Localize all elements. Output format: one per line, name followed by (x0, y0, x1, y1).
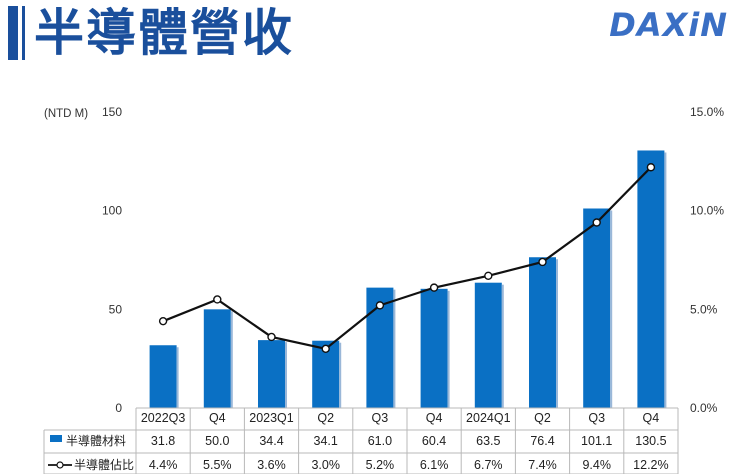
legend-line-marker (56, 461, 64, 469)
share-value-label: 3.6% (257, 458, 286, 472)
bar (474, 282, 502, 408)
x-tick-label: Q4 (643, 411, 660, 425)
share-point (321, 344, 330, 353)
title-accent-bar (8, 6, 18, 60)
bar-shadow (610, 210, 613, 408)
x-tick-label: Q3 (372, 411, 389, 425)
bar (637, 150, 665, 409)
bar (258, 340, 285, 408)
share-point (429, 283, 439, 292)
legend-line-label: 半導體佔比 (74, 458, 134, 472)
bar-shadow (339, 342, 342, 408)
x-tick-label: Q2 (534, 411, 551, 425)
bar-shadow (664, 152, 667, 408)
share-value-label: 5.2% (366, 458, 395, 472)
share-value-label: 9.4% (582, 458, 611, 472)
bar (529, 257, 556, 408)
bar-value-label: 63.5 (476, 434, 500, 448)
bar-shadow (176, 347, 179, 408)
bar-value-label: 101.1 (581, 434, 612, 448)
bar (149, 345, 177, 408)
y2-tick-label: 15.0% (690, 105, 724, 119)
share-value-label: 6.7% (474, 458, 503, 472)
bar-value-label: 76.4 (530, 434, 554, 448)
x-tick-label: Q4 (209, 411, 226, 425)
y-tick-label: 150 (102, 105, 122, 119)
bar-value-label: 130.5 (635, 434, 666, 448)
bar-value-label: 50.0 (205, 434, 229, 448)
x-tick-label: Q2 (317, 411, 334, 425)
share-point (646, 163, 656, 172)
y2-tick-label: 10.0% (690, 204, 724, 218)
bar (203, 309, 231, 408)
x-tick-label: Q4 (426, 411, 443, 425)
page-title: 半導體營收 (34, 4, 294, 62)
y-tick-label: 0 (115, 401, 122, 415)
bar (583, 208, 611, 408)
bar-shadow (501, 284, 504, 408)
share-value-label: 6.1% (420, 458, 449, 472)
bar-shadow (393, 289, 396, 408)
bar (420, 288, 448, 408)
share-point (158, 316, 168, 326)
bar-value-label: 31.8 (151, 434, 175, 448)
x-tick-label: Q3 (588, 411, 605, 425)
bar-shadow (556, 259, 558, 408)
x-tick-label: 2024Q1 (466, 411, 511, 425)
y-tick-label: 100 (102, 204, 122, 218)
share-point (484, 271, 493, 280)
daxin-logo: DAXiN (609, 6, 728, 44)
title-accent-bar-thin (22, 6, 25, 60)
share-value-label: 4.4% (149, 458, 178, 472)
share-value-label: 3.0% (311, 458, 340, 472)
share-point (267, 332, 276, 342)
x-tick-label: 2022Q3 (141, 411, 186, 425)
y-tick-label: 50 (109, 302, 123, 316)
share-point (538, 257, 547, 267)
share-value-label: 12.2% (633, 458, 668, 472)
y2-tick-label: 0.0% (690, 401, 718, 415)
legend-bar-swatch (50, 435, 62, 442)
bar-shadow (285, 342, 287, 408)
bar-value-label: 60.4 (422, 434, 446, 448)
legend-bar-label: 半導體材料 (66, 434, 126, 448)
share-point (213, 295, 222, 304)
bar-value-label: 61.0 (368, 434, 392, 448)
y2-tick-label: 5.0% (690, 302, 718, 316)
bar-shadow (230, 311, 233, 408)
share-line (162, 166, 652, 350)
bar-shadow (447, 290, 450, 408)
share-point (592, 218, 601, 227)
share-point (375, 301, 385, 310)
share-value-label: 5.5% (203, 458, 232, 472)
y-axis-label: (NTD M) (44, 108, 88, 120)
bar-value-label: 34.1 (314, 434, 338, 448)
bar-value-label: 34.4 (259, 434, 283, 448)
share-value-label: 7.4% (528, 458, 557, 472)
x-tick-label: 2023Q1 (249, 411, 294, 425)
